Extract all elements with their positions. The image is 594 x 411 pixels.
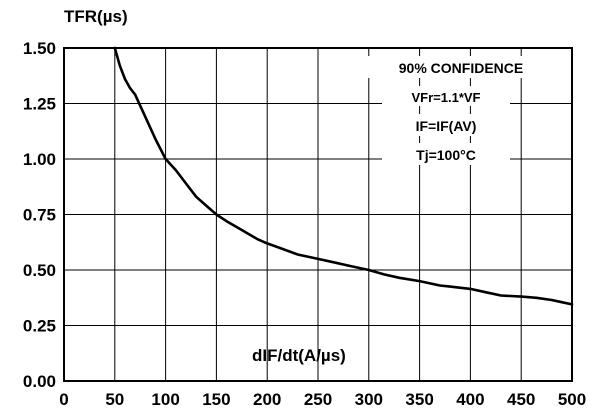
y-tick-label: 1.25 bbox=[23, 95, 56, 114]
annotation-vfr: VFr=1.1*VF bbox=[411, 90, 480, 105]
x-tick-label: 150 bbox=[202, 390, 230, 409]
annotation-bg bbox=[382, 86, 510, 106]
x-tick-label: 450 bbox=[507, 390, 535, 409]
y-tick-label: 0.50 bbox=[23, 261, 56, 280]
conditions-box: 90% CONFIDENCE VFr=1.1*VF IF=IF(AV) Tj=1… bbox=[356, 56, 566, 165]
y-tick-labels: 0.00 0.25 0.50 0.75 1.00 1.25 1.50 bbox=[23, 39, 56, 391]
x-tick-label: 350 bbox=[405, 390, 433, 409]
plot-frame bbox=[63, 47, 573, 382]
y-axis-label: TFR(µs) bbox=[64, 7, 128, 26]
series-line bbox=[113, 46, 574, 306]
y-tick-label: 0.00 bbox=[23, 372, 56, 391]
y-tick-label: 1.00 bbox=[23, 150, 56, 169]
y-tick-label: 0.75 bbox=[23, 206, 56, 225]
x-tick-label: 300 bbox=[355, 390, 383, 409]
annotation-confidence: 90% CONFIDENCE bbox=[399, 60, 523, 76]
annotation-bg bbox=[382, 114, 510, 136]
annotation-bg bbox=[356, 56, 566, 78]
x-tick-label: 0 bbox=[59, 390, 68, 409]
annotation-bg bbox=[382, 143, 510, 165]
x-tick-label: 400 bbox=[456, 390, 484, 409]
x-tick-label: 250 bbox=[304, 390, 332, 409]
y-tick-label: 1.50 bbox=[23, 39, 56, 58]
y-tick-label: 0.25 bbox=[23, 317, 56, 336]
x-axis-label: dIF/dt(A/µs) bbox=[252, 346, 346, 365]
annotation-tj: Tj=100°C bbox=[416, 147, 476, 163]
x-tick-labels: 0 50 100 150 200 250 300 350 400 450 500 bbox=[59, 390, 586, 409]
annotation-if: IF=IF(AV) bbox=[416, 118, 477, 134]
x-tick-label: 100 bbox=[151, 390, 179, 409]
x-tick-label: 500 bbox=[558, 390, 586, 409]
x-tick-label: 200 bbox=[253, 390, 281, 409]
x-tick-label: 50 bbox=[105, 390, 124, 409]
